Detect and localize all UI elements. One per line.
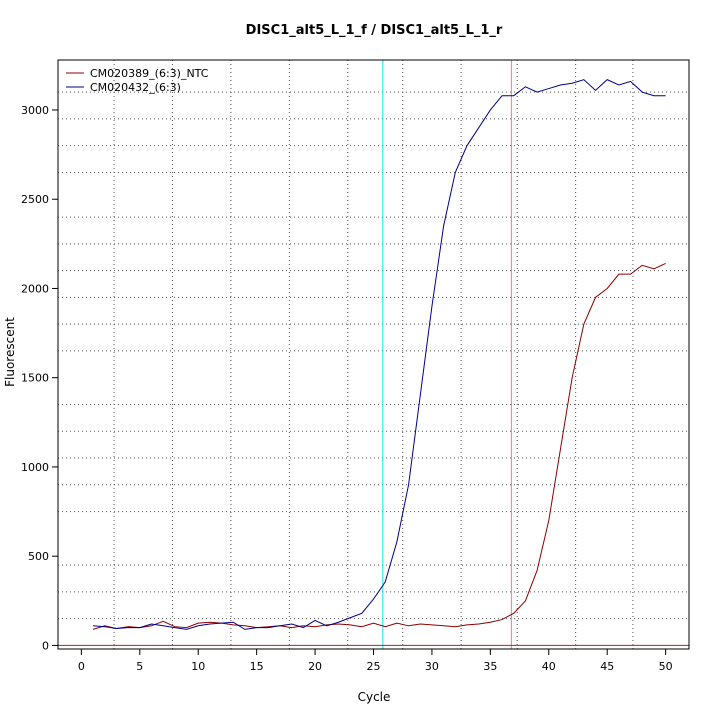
series-group [92, 79, 666, 630]
x-axis-label: Cycle [358, 690, 391, 704]
x-tick-label: 5 [136, 660, 143, 673]
y-tick-label: 1000 [21, 461, 49, 474]
y-tick-label: 3000 [21, 104, 49, 117]
y-tick-label: 1500 [21, 372, 49, 385]
x-axis: 0 5 10 15 20 25 30 35 40 45 50 [78, 648, 673, 673]
x-tick-label: 0 [78, 660, 85, 673]
x-tick-label: 25 [367, 660, 381, 673]
plot-frame [57, 59, 690, 650]
y-axis-label: Fluorescent [3, 317, 17, 387]
chart-title: DISC1_alt5_L_1_f / DISC1_alt5_L_1_r [246, 23, 503, 38]
x-tick-label: 40 [542, 660, 556, 673]
series-line-0 [92, 263, 666, 630]
vertical-markers [382, 60, 512, 649]
y-tick-label: 2000 [21, 282, 49, 295]
series-line-1 [93, 79, 666, 630]
y-axis: 0 500 1000 1500 2000 2500 3000 [21, 104, 59, 652]
x-tick-label: 35 [483, 660, 497, 673]
legend-label-1: CM020432_(6:3) [90, 81, 181, 94]
x-tick-label: 50 [659, 660, 673, 673]
x-tick-label: 30 [425, 660, 439, 673]
y-tick-label: 2500 [21, 193, 49, 206]
grid [58, 60, 689, 649]
legend-label-0: CM020389_(6:3)_NTC [90, 67, 209, 80]
y-tick-label: 500 [28, 550, 49, 563]
x-tick-label: 10 [191, 660, 205, 673]
x-tick-label: 45 [600, 660, 614, 673]
x-tick-label: 20 [308, 660, 322, 673]
y-tick-label: 0 [42, 639, 49, 652]
x-tick-label: 15 [250, 660, 264, 673]
